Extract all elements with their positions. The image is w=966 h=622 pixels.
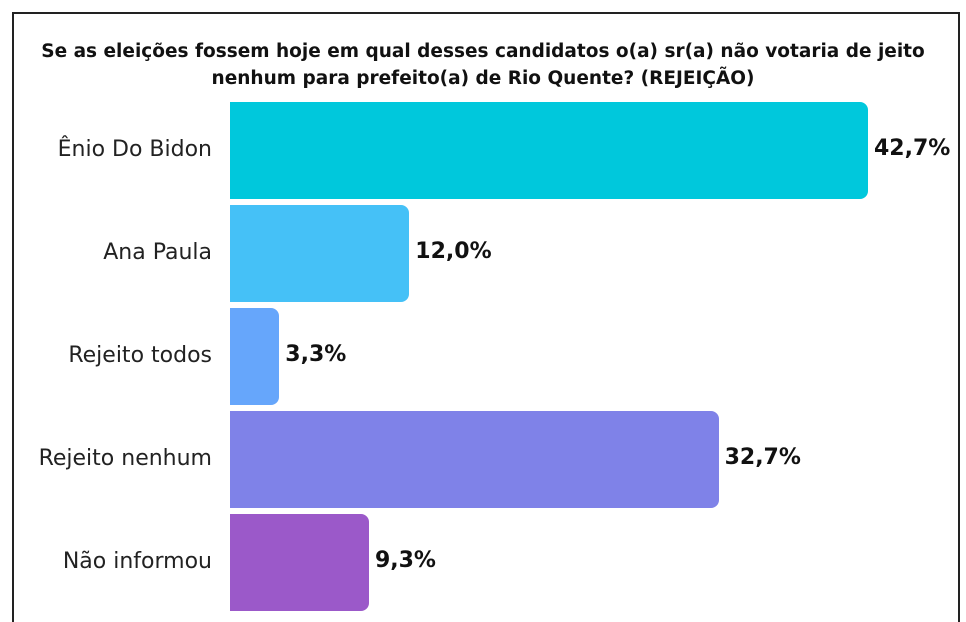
frame	[12, 12, 960, 622]
category-label: Não informou	[62, 548, 212, 574]
value-label: 9,3%	[374, 547, 436, 573]
chart-title: Se as eleições fossem hoje em qual desse…	[41, 41, 925, 89]
bar	[230, 308, 280, 405]
value-label: 3,3%	[285, 341, 347, 367]
category-label: Rejeito todos	[68, 342, 212, 368]
bar	[230, 514, 369, 611]
value-label: 12,0%	[415, 238, 492, 264]
bar	[230, 411, 719, 508]
value-label: 32,7%	[724, 444, 801, 470]
bar	[230, 102, 868, 199]
value-label: 42,7%	[874, 135, 951, 161]
category-label: Ana Paula	[103, 239, 212, 265]
category-label: Rejeito nenhum	[38, 445, 212, 471]
category-label: Ênio Do Bidon	[57, 136, 212, 162]
bar	[230, 205, 410, 302]
